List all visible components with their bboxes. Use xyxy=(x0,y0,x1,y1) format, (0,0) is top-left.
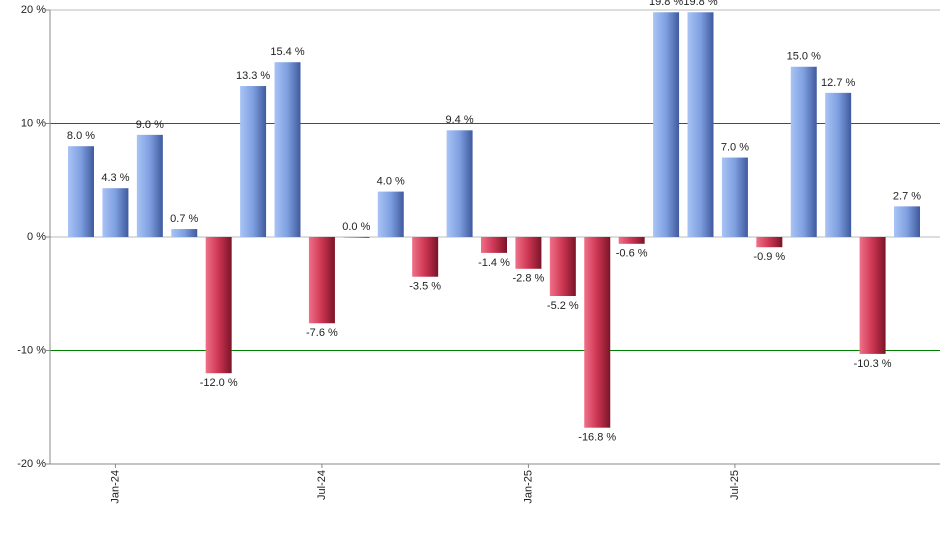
value-label: -0.9 % xyxy=(753,251,785,263)
x-tick-label: Jan-25 xyxy=(522,470,534,504)
value-label: -0.6 % xyxy=(616,248,648,260)
value-label: -3.5 % xyxy=(409,281,441,293)
value-label: -12.0 % xyxy=(200,377,238,389)
x-tick-label: Jan-24 xyxy=(109,470,121,504)
value-label: 19.8 % xyxy=(649,0,683,8)
value-label: 8.0 % xyxy=(67,130,95,142)
value-label: -2.8 % xyxy=(513,273,545,285)
bar xyxy=(412,237,439,277)
bar xyxy=(481,237,507,253)
y-tick-label: -20 % xyxy=(17,458,46,470)
bar xyxy=(205,237,232,374)
bar xyxy=(274,62,301,238)
bar xyxy=(136,134,163,237)
bar xyxy=(859,237,886,354)
value-label: -1.4 % xyxy=(478,257,510,269)
value-label: -16.8 % xyxy=(578,432,616,444)
bar xyxy=(515,237,542,269)
bar xyxy=(721,157,748,237)
bar xyxy=(343,237,370,238)
value-label: 19.8 % xyxy=(683,0,717,8)
value-label: 15.0 % xyxy=(787,51,821,63)
x-tick-label: Jul-25 xyxy=(729,470,741,500)
bar xyxy=(687,12,714,237)
bar xyxy=(171,229,198,237)
y-tick-label: 10 % xyxy=(21,117,46,129)
bar xyxy=(653,12,680,237)
value-label: 2.7 % xyxy=(893,190,921,202)
bar xyxy=(756,237,783,248)
value-label: 12.7 % xyxy=(821,77,855,89)
bar xyxy=(377,191,404,237)
value-label: -7.6 % xyxy=(306,327,338,339)
bar xyxy=(446,130,473,237)
bar xyxy=(240,86,267,237)
bar xyxy=(825,92,852,237)
y-tick-label: 0 % xyxy=(27,231,46,243)
y-tick-label: -10 % xyxy=(17,344,46,356)
bar xyxy=(618,237,645,244)
x-tick-label: Jul-24 xyxy=(316,470,328,500)
value-label: 4.0 % xyxy=(377,176,405,188)
bar xyxy=(308,237,335,324)
value-label: 0.0 % xyxy=(342,221,370,233)
bar xyxy=(68,146,94,237)
bar xyxy=(790,66,817,237)
value-label: -5.2 % xyxy=(547,300,579,312)
value-label: -10.3 % xyxy=(854,358,892,370)
value-label: 13.3 % xyxy=(236,70,270,82)
bar xyxy=(549,237,576,297)
bar xyxy=(102,188,129,237)
y-tick-label: 20 % xyxy=(21,4,46,16)
value-label: 7.0 % xyxy=(721,141,749,153)
value-label: 4.3 % xyxy=(101,172,129,184)
bar xyxy=(584,237,611,428)
value-label: 9.4 % xyxy=(446,114,474,126)
value-label: 0.7 % xyxy=(170,213,198,225)
bar xyxy=(894,206,920,237)
value-label: 9.0 % xyxy=(136,119,164,131)
value-label: 15.4 % xyxy=(270,46,304,58)
